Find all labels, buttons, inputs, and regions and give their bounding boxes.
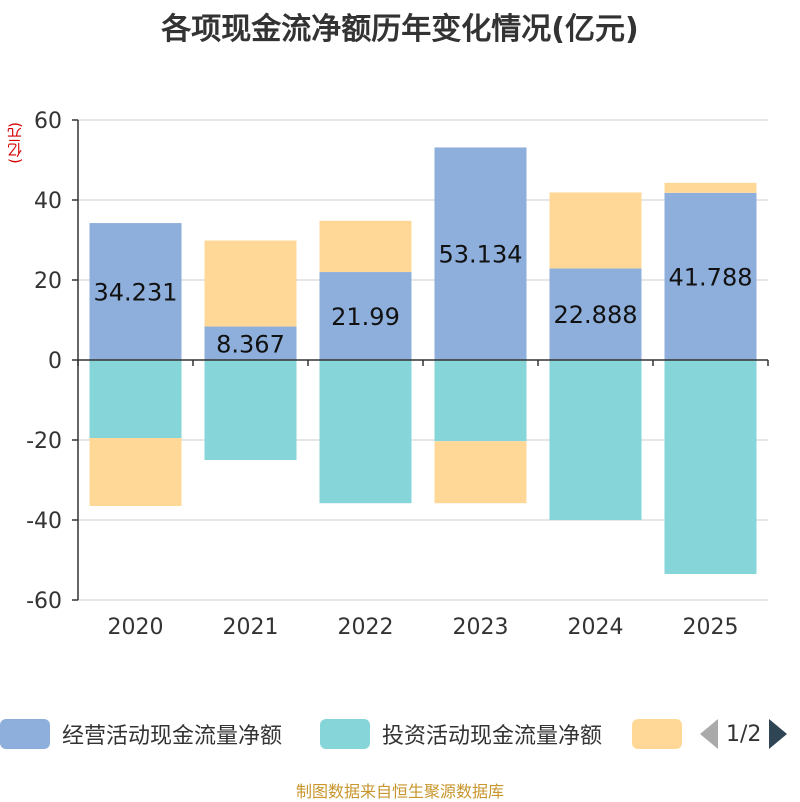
- bar-series0-2021: [204, 326, 297, 360]
- legend-swatch-third: [632, 719, 682, 749]
- bar-series2-2020: [89, 438, 182, 506]
- bar-series1-2024: [549, 360, 642, 520]
- data-label-2022: 21.99: [331, 303, 400, 331]
- x-tick-label-2021: 2021: [223, 615, 279, 640]
- bar-series1-2020: [89, 360, 182, 438]
- x-tick-label-2024: 2024: [568, 615, 624, 640]
- bar-series2-2021: [204, 240, 297, 327]
- chart-title: 各项现金流净额历年变化情况(亿元): [161, 12, 639, 47]
- bar-series2-2023: [434, 441, 527, 504]
- data-source-note: 制图数据来自恒生聚源数据库: [295, 782, 504, 801]
- x-tick-label-2022: 2022: [338, 615, 394, 640]
- y-tick-label-0: 60: [34, 109, 62, 134]
- bar-series0-2022: [319, 272, 412, 360]
- bar-series1-2022: [319, 360, 412, 504]
- legend-label-investing: 投资活动现金流量净额: [382, 724, 603, 749]
- y-tick-label-5: -40: [26, 509, 62, 534]
- legend-swatch-investing: [320, 719, 370, 749]
- x-tick-label-2020: 2020: [108, 615, 164, 640]
- legend-item-third[interactable]: [632, 712, 694, 756]
- legend-page-indicator: 1/2: [726, 721, 762, 747]
- bar-series0-2025: [664, 192, 757, 360]
- bar-series2-2025: [664, 182, 757, 193]
- y-tick-label-6: -60: [26, 589, 62, 614]
- legend-item-operating[interactable]: 经营活动现金流量净额: [0, 712, 282, 756]
- data-label-2024: 22.888: [554, 301, 638, 329]
- bar-series0-2020: [89, 223, 182, 360]
- x-tick-label-2025: 2025: [683, 615, 739, 640]
- data-label-2020: 34.231: [94, 279, 178, 307]
- legend-next-arrow-icon[interactable]: [769, 719, 788, 749]
- legend-item-investing[interactable]: 投资活动现金流量净额: [320, 712, 602, 756]
- y-tick-label-4: -20: [26, 429, 62, 454]
- data-label-2023: 53.134: [439, 241, 523, 269]
- bar-series1-2023: [434, 360, 527, 442]
- bar-series0-2024: [549, 268, 642, 360]
- y-tick-label-3: 0: [48, 349, 62, 374]
- bar-series1-2021: [204, 360, 297, 460]
- bar-series1-2025: [664, 360, 757, 574]
- legend-label-operating: 经营活动现金流量净额: [62, 724, 283, 749]
- x-tick-label-2023: 2023: [453, 615, 509, 640]
- y-tick-label-1: 40: [34, 189, 62, 214]
- y-tick-label-2: 20: [34, 269, 62, 294]
- legend-prev-arrow-icon[interactable]: [700, 719, 718, 749]
- bar-series2-2024: [549, 192, 642, 269]
- data-label-2025: 41.788: [669, 263, 753, 291]
- legend: 经营活动现金流量净额 投资活动现金流量净额 1/2: [0, 712, 800, 756]
- data-label-2021: 8.367: [216, 330, 285, 358]
- legend-swatch-operating: [0, 719, 50, 749]
- bar-series2-2022: [319, 220, 412, 273]
- bar-series0-2023: [434, 147, 527, 360]
- legend-pager: 1/2: [700, 712, 788, 756]
